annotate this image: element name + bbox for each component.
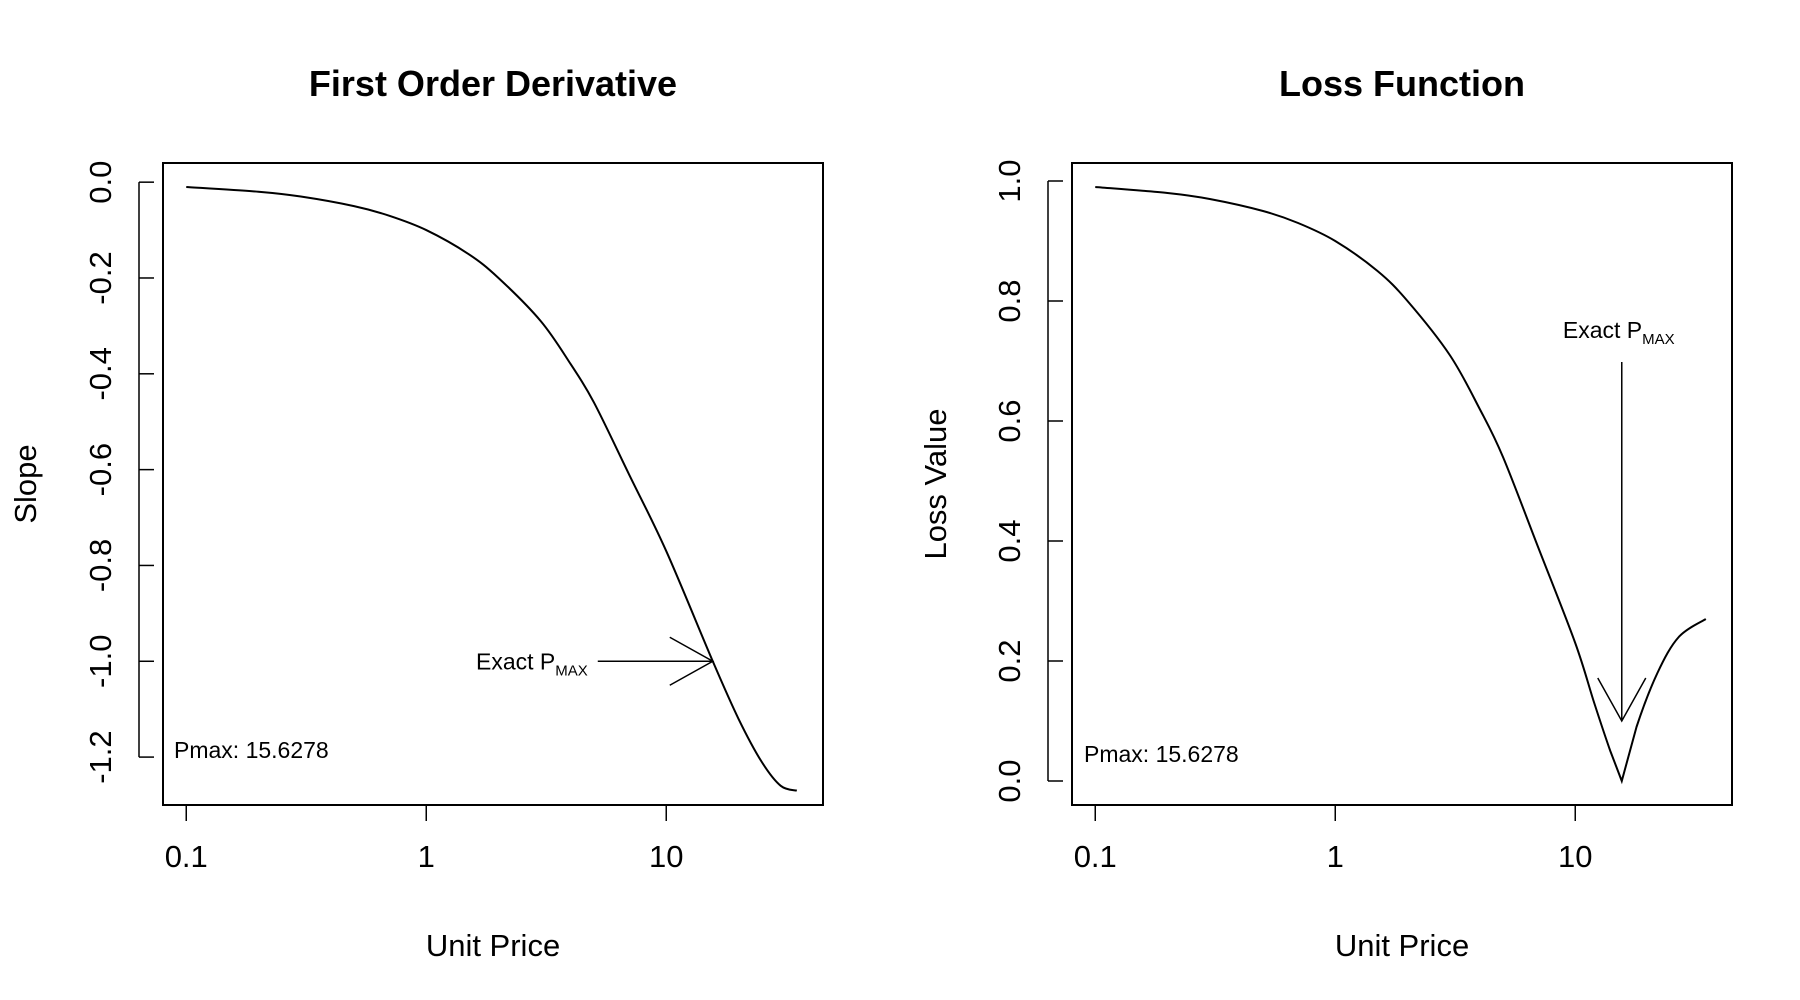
derivative-chart-title: First Order Derivative bbox=[309, 63, 677, 104]
derivative-y-tick-label: -0.4 bbox=[83, 347, 118, 400]
derivative-y-axis-label: Slope bbox=[8, 444, 43, 523]
derivative-annotation-arrowhead bbox=[669, 636, 715, 686]
derivative-y-tick-label: -0.8 bbox=[83, 539, 118, 592]
derivative-x-axis-label: Unit Price bbox=[426, 928, 560, 963]
derivative-panel: First Order Derivative Unit Price Slope … bbox=[8, 63, 824, 963]
derivative-y-tick-label: -0.6 bbox=[83, 443, 118, 496]
derivative-x-tick-label: 1 bbox=[418, 839, 435, 874]
loss-y-tick-label: 1.0 bbox=[992, 159, 1027, 202]
derivative-y-tick-label: 0.0 bbox=[83, 161, 118, 204]
loss-chart-title: Loss Function bbox=[1279, 63, 1525, 104]
derivative-x-tick-label: 0.1 bbox=[165, 839, 208, 874]
derivative-y-tick-label: -1.2 bbox=[83, 730, 118, 783]
loss-y-tick-label: 0.0 bbox=[992, 759, 1027, 802]
derivative-y-tick-label: -0.2 bbox=[83, 251, 118, 304]
loss-plot-frame bbox=[1071, 162, 1733, 806]
derivative-series-line bbox=[186, 185, 798, 792]
derivative-annotation-label: Exact PMAX bbox=[476, 648, 588, 679]
loss-y-tick-label: 0.8 bbox=[992, 279, 1027, 322]
loss-series-line bbox=[1095, 186, 1707, 785]
derivative-x-tick-label: 10 bbox=[649, 839, 683, 874]
loss-x-tick-label: 0.1 bbox=[1074, 839, 1117, 874]
loss-panel: Loss Function Unit Price Loss Value Pmax… bbox=[918, 63, 1733, 963]
loss-x-tick-label: 1 bbox=[1327, 839, 1344, 874]
loss-pmax-label: Pmax: 15.6278 bbox=[1084, 741, 1239, 767]
loss-annotation-label: Exact PMAX bbox=[1563, 317, 1675, 348]
derivative-y-tick-label: -1.0 bbox=[83, 635, 118, 688]
derivative-plot-frame bbox=[162, 162, 824, 806]
loss-annotation-arrowhead bbox=[1597, 677, 1647, 723]
loss-y-tick-label: 0.2 bbox=[992, 639, 1027, 682]
loss-x-axis-label: Unit Price bbox=[1335, 928, 1469, 963]
loss-y-tick-label: 0.6 bbox=[992, 399, 1027, 442]
loss-y-tick-label: 0.4 bbox=[992, 519, 1027, 562]
loss-y-axis-label: Loss Value bbox=[918, 408, 953, 559]
loss-x-tick-label: 10 bbox=[1558, 839, 1592, 874]
derivative-pmax-label: Pmax: 15.6278 bbox=[174, 737, 329, 763]
